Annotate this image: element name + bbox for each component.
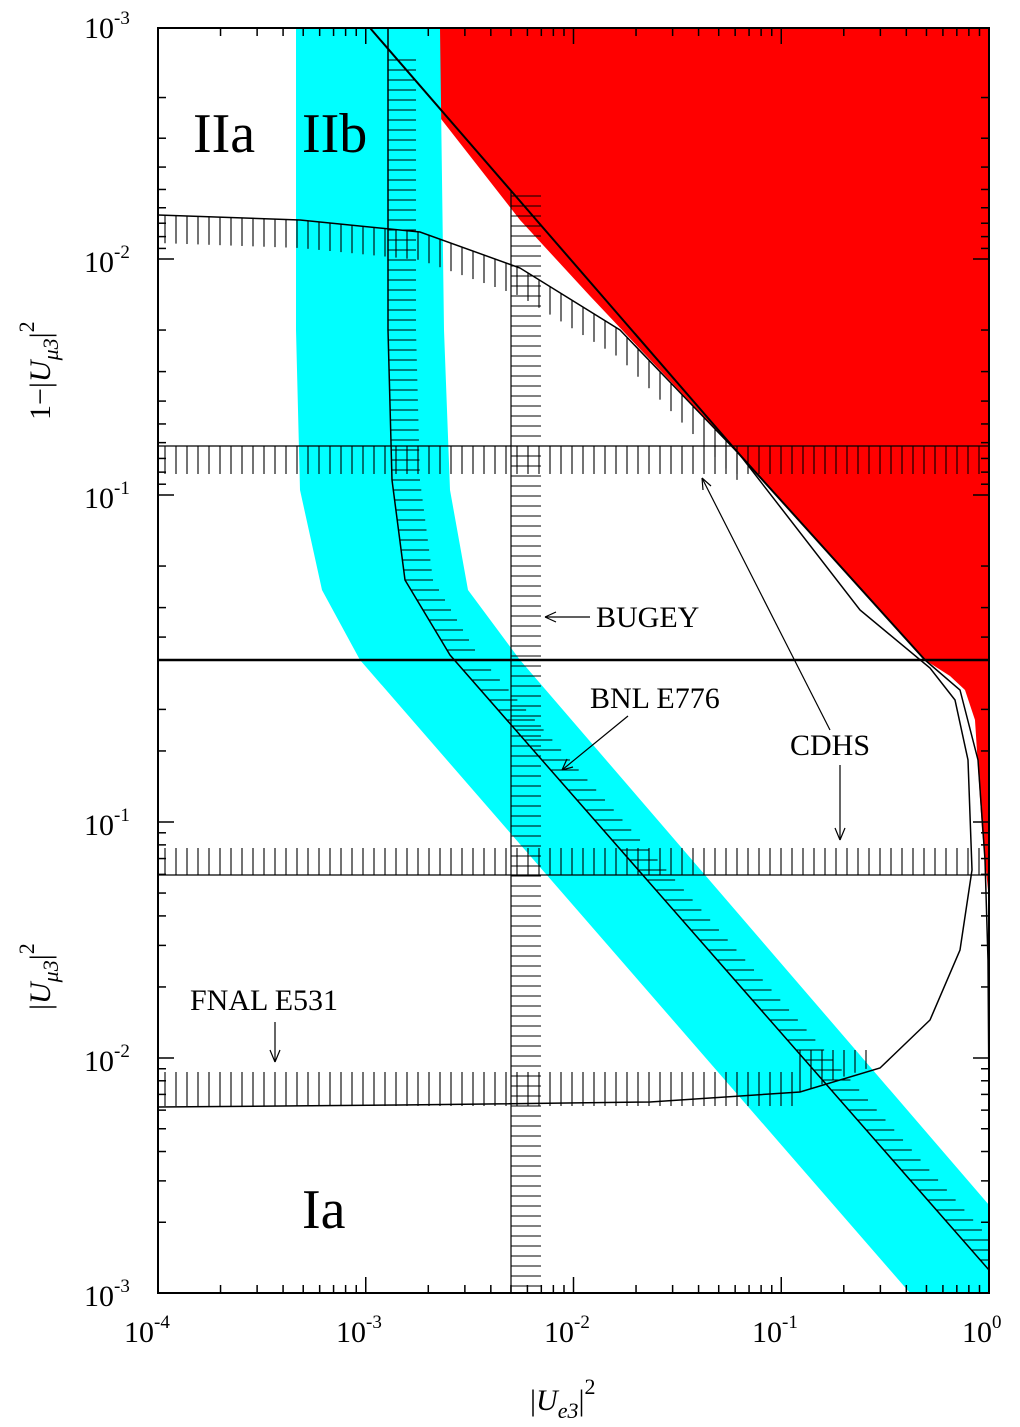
excluded-boundary <box>369 28 926 661</box>
fnal-e531-curve <box>158 454 973 1108</box>
x-tick-label-1e-1: 10-1 <box>752 1312 798 1349</box>
x-tick-label-1e-3: 10-3 <box>336 1312 382 1349</box>
label-cdhs: CDHS <box>790 729 870 762</box>
arrow-cdhs-upper <box>701 477 831 731</box>
y-tick-label-upper-1e-2: 10-2 <box>84 242 130 279</box>
x-tick-label-1e-4: 10-4 <box>124 1312 170 1349</box>
y-tick-labels-upper: 10-3 10-2 10-1 <box>84 8 130 515</box>
y-tick-label-lower-1e-2: 10-2 <box>84 1041 130 1078</box>
label-fnal-e531: FNAL E531 <box>190 984 338 1017</box>
cdhs-upper-curve <box>158 214 741 456</box>
x-tick-label-1e0: 100 <box>962 1312 1002 1349</box>
label-bugey: BUGEY <box>596 601 699 634</box>
tick-marks <box>157 27 989 1293</box>
region-label-iib: IIb <box>302 103 367 165</box>
hatch-marks <box>164 59 989 1287</box>
x-tick-labels: 10-4 10-3 10-2 10-1 100 <box>124 1312 1002 1349</box>
y-axis-label-lower: |Uμ3|2 <box>14 943 63 1010</box>
x-tick-label-1e-2: 10-2 <box>544 1312 590 1349</box>
x-axis-label: |Ue3|2 <box>530 1374 595 1423</box>
y-tick-label-lower-1e-1: 10-1 <box>84 805 130 842</box>
region-label-ia: Ia <box>302 1179 346 1241</box>
y-tick-label-upper-1e-3: 10-3 <box>84 8 130 45</box>
label-bnl-e776: BNL E776 <box>590 682 720 715</box>
region-label-iia: IIa <box>193 103 255 165</box>
y-tick-labels-lower: 10-1 10-2 10-3 <box>84 805 130 1313</box>
y-axis-label-upper: 1−|Uμ3|2 <box>14 321 63 420</box>
annotation-arrows <box>269 477 846 1063</box>
excluded-region <box>370 28 989 900</box>
arrow-bnl <box>561 715 629 771</box>
plot-area <box>158 28 989 1293</box>
y-tick-label-upper-1e-1: 10-1 <box>84 478 130 515</box>
y-tick-label-lower-1e-3: 10-3 <box>84 1276 130 1313</box>
